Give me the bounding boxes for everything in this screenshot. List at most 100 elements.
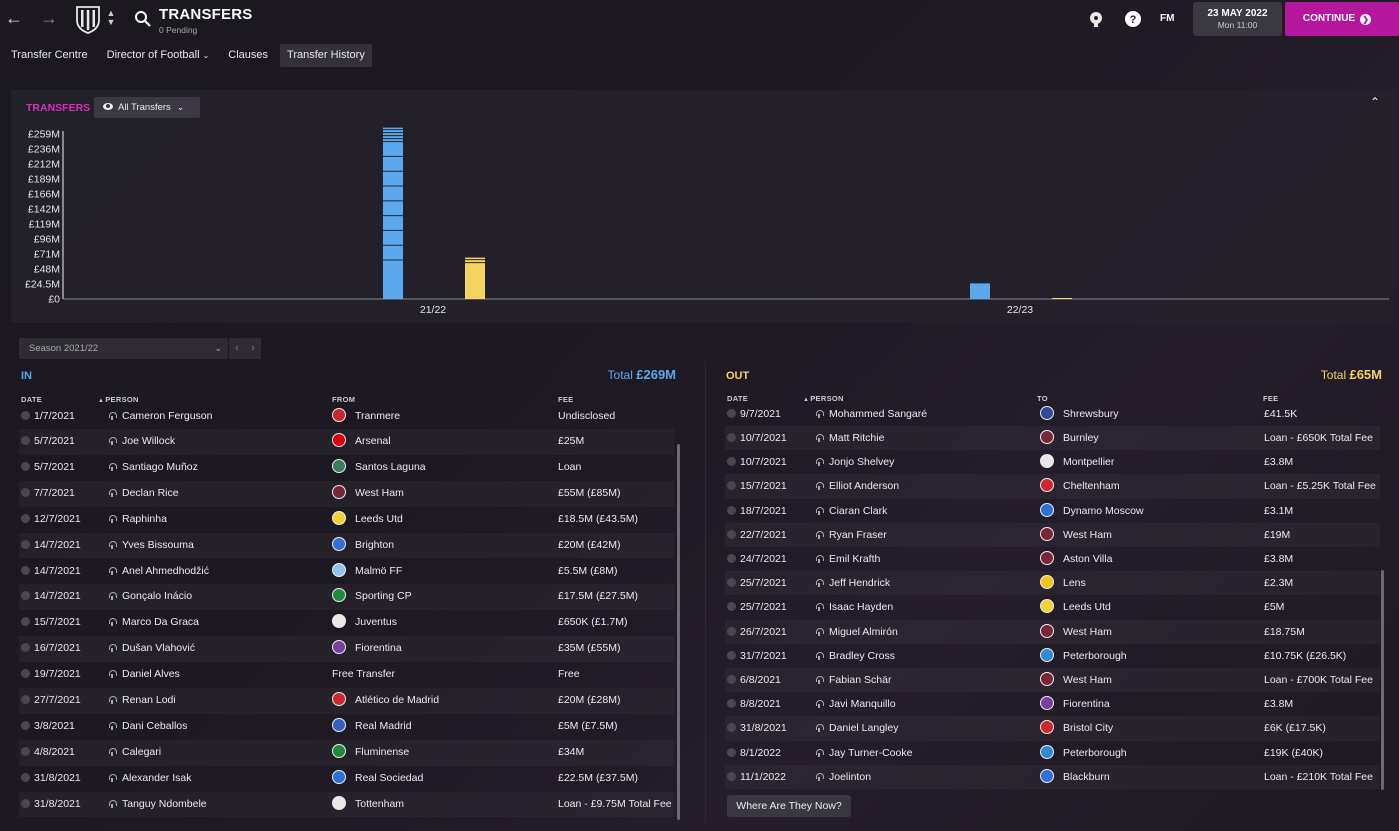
player-link[interactable]: Bradley Cross <box>815 644 895 668</box>
fm-menu-button[interactable]: FM <box>1160 13 1175 24</box>
out-table-scrollbar[interactable] <box>1381 570 1384 790</box>
club-link[interactable]: Arsenal <box>332 429 391 455</box>
club-switch-chevron-icon[interactable]: ▲ ▼ <box>106 8 116 27</box>
club-link[interactable]: Tottenham <box>332 792 404 818</box>
season-dropdown[interactable]: Season 2021/22 ⌄ <box>19 338 228 359</box>
table-row[interactable]: 26/7/2021 Miguel Almirón West Ham £18.75M <box>725 620 1380 644</box>
next-season-button[interactable]: › <box>245 338 261 359</box>
table-row[interactable]: 16/7/2021 Dušan Vlahović Fiorentina £35M (£… <box>19 636 674 662</box>
table-row[interactable]: 4/8/2021 Calegari Fluminense £34M <box>19 740 674 766</box>
table-row[interactable]: 19/7/2021 Daniel Alves Free Transfer Free <box>19 662 674 688</box>
player-link[interactable]: Declan Rice <box>108 481 179 507</box>
player-link[interactable]: Matt Ritchie <box>815 426 884 450</box>
club-link[interactable]: Juventus <box>332 610 397 636</box>
club-link[interactable]: Brighton <box>332 533 394 559</box>
table-row[interactable]: 11/1/2022 Joelinton Blackburn Loan - £210K … <box>725 765 1380 789</box>
forward-arrow-icon[interactable]: → <box>40 8 58 28</box>
table-row[interactable]: 3/8/2021 Dani Ceballos Real Madrid £5M (£7.… <box>19 714 674 740</box>
column-header-fee[interactable]: FEE <box>1263 394 1279 403</box>
club-link[interactable]: West Ham <box>1040 620 1112 644</box>
club-link[interactable]: West Ham <box>332 481 404 507</box>
table-row[interactable]: 25/7/2021 Isaac Hayden Leeds Utd £5M <box>725 595 1380 619</box>
club-link[interactable]: Shrewsbury <box>1040 402 1118 426</box>
club-link[interactable]: Free Transfer <box>332 662 395 688</box>
player-link[interactable]: Dušan Vlahović <box>108 636 195 662</box>
tab-clauses[interactable]: Clauses <box>221 44 275 67</box>
table-row[interactable]: 14/7/2021 Anel Ahmedhodžić Malmö FF £5.5M (… <box>19 559 674 585</box>
club-link[interactable]: Aston Villa <box>1040 547 1112 571</box>
table-row[interactable]: 25/7/2021 Jeff Hendrick Lens £2.3M <box>725 571 1380 595</box>
table-row[interactable]: 12/7/2021 Raphinha Leeds Utd £18.5M (£43.5M… <box>19 507 674 533</box>
club-link[interactable]: West Ham <box>1040 668 1112 692</box>
club-link[interactable]: Real Madrid <box>332 714 412 740</box>
player-link[interactable]: Fabian Schär <box>815 668 891 692</box>
club-link[interactable]: Leeds Utd <box>332 507 403 533</box>
player-link[interactable]: Jay Turner-Cooke <box>815 741 912 765</box>
club-link[interactable]: Leeds Utd <box>1040 595 1111 619</box>
column-header-person[interactable]: ▲PERSON <box>803 394 844 403</box>
club-link[interactable]: Tranmere <box>332 404 400 429</box>
collapse-icon[interactable]: ⌃ <box>1369 95 1381 109</box>
search-icon[interactable] <box>134 10 152 28</box>
table-row[interactable]: 9/7/2021 Mohammed Sangaré Shrewsbury £41.5K <box>725 402 1380 426</box>
player-link[interactable]: Miguel Almirón <box>815 620 898 644</box>
player-link[interactable]: Daniel Alves <box>108 662 180 688</box>
transfer-filter-dropdown[interactable]: All Transfers ⌄ <box>94 97 200 118</box>
club-link[interactable]: Sporting CP <box>332 584 412 610</box>
table-row[interactable]: 5/7/2021 Santiago Muñoz Santos Laguna Loan <box>19 455 674 481</box>
help-icon[interactable]: ? <box>1124 10 1142 28</box>
player-link[interactable]: Jonjo Shelvey <box>815 450 894 474</box>
table-row[interactable]: 27/7/2021 Renan Lodi Atlético de Madrid £20… <box>19 688 674 714</box>
player-link[interactable]: Cameron Ferguson <box>108 404 212 429</box>
club-link[interactable]: Blackburn <box>1040 765 1110 789</box>
column-header-fee[interactable]: FEE <box>558 395 574 404</box>
table-row[interactable]: 14/7/2021 Gonçalo Inácio Sporting CP £17.5M… <box>19 584 674 610</box>
player-link[interactable]: Renan Lodi <box>108 688 176 714</box>
column-header-person[interactable]: ▲PERSON <box>98 395 139 404</box>
football-icon[interactable] <box>1087 10 1105 28</box>
table-row[interactable]: 31/8/2021 Tanguy Ndombele Tottenham Loan - … <box>19 792 674 818</box>
club-crest-icon[interactable] <box>75 4 101 34</box>
back-arrow-icon[interactable]: ← <box>5 8 23 28</box>
player-link[interactable]: Dani Ceballos <box>108 714 187 740</box>
club-link[interactable]: Atlético de Madrid <box>332 688 439 714</box>
table-row[interactable]: 31/7/2021 Bradley Cross Peterborough £10.75… <box>725 644 1380 668</box>
column-header-date[interactable]: DATE <box>21 395 43 404</box>
player-link[interactable]: Tanguy Ndombele <box>108 792 207 818</box>
player-link[interactable]: Yves Bissouma <box>108 533 194 559</box>
club-link[interactable]: Bristol City <box>1040 716 1113 740</box>
player-link[interactable]: Jeff Hendrick <box>815 571 890 595</box>
player-link[interactable]: Ciaran Clark <box>815 499 887 523</box>
table-row[interactable]: 1/7/2021 Cameron Ferguson Tranmere Undisclo… <box>19 404 674 429</box>
table-row[interactable]: 8/1/2022 Jay Turner-Cooke Peterborough £19K… <box>725 741 1380 765</box>
tab-director-of-football[interactable]: Director of Football ⌄ <box>100 44 217 67</box>
club-link[interactable]: Burnley <box>1040 426 1099 450</box>
continue-button[interactable]: CONTINUE ❯ <box>1285 2 1399 36</box>
player-link[interactable]: Raphinha <box>108 507 167 533</box>
table-row[interactable]: 8/8/2021 Javi Manquillo Fiorentina £3.8M <box>725 692 1380 716</box>
player-link[interactable]: Joe Willock <box>108 429 175 455</box>
player-link[interactable]: Santiago Muñoz <box>108 455 198 481</box>
previous-season-button[interactable]: ‹ <box>229 338 245 359</box>
table-row[interactable]: 31/8/2021 Alexander Isak Real Sociedad £22.… <box>19 766 674 792</box>
club-link[interactable]: Santos Laguna <box>332 455 426 481</box>
player-link[interactable]: Emil Krafth <box>815 547 880 571</box>
player-link[interactable]: Isaac Hayden <box>815 595 893 619</box>
game-date[interactable]: 23 MAY 2022 Mon 11:00 <box>1193 2 1282 36</box>
player-link[interactable]: Marco Da Graca <box>108 610 199 636</box>
table-row[interactable]: 31/8/2021 Daniel Langley Bristol City £6K (… <box>725 716 1380 740</box>
player-link[interactable]: Javi Manquillo <box>815 692 896 716</box>
column-header-to[interactable]: TO <box>1037 394 1048 403</box>
club-link[interactable]: Fiorentina <box>1040 692 1110 716</box>
club-link[interactable]: Cheltenham <box>1040 474 1120 498</box>
player-link[interactable]: Joelinton <box>815 765 871 789</box>
club-link[interactable]: West Ham <box>1040 523 1112 547</box>
tab-transfer-history[interactable]: Transfer History <box>280 44 372 67</box>
player-link[interactable]: Daniel Langley <box>815 716 898 740</box>
table-row[interactable]: 15/7/2021 Marco Da Graca Juventus £650K (£1… <box>19 610 674 636</box>
in-table-scrollbar[interactable] <box>677 444 680 820</box>
player-link[interactable]: Anel Ahmedhodžić <box>108 559 209 585</box>
table-row[interactable]: 14/7/2021 Yves Bissouma Brighton £20M (£42M… <box>19 533 674 559</box>
club-link[interactable]: Peterborough <box>1040 741 1127 765</box>
column-header-from[interactable]: FROM <box>332 395 356 404</box>
